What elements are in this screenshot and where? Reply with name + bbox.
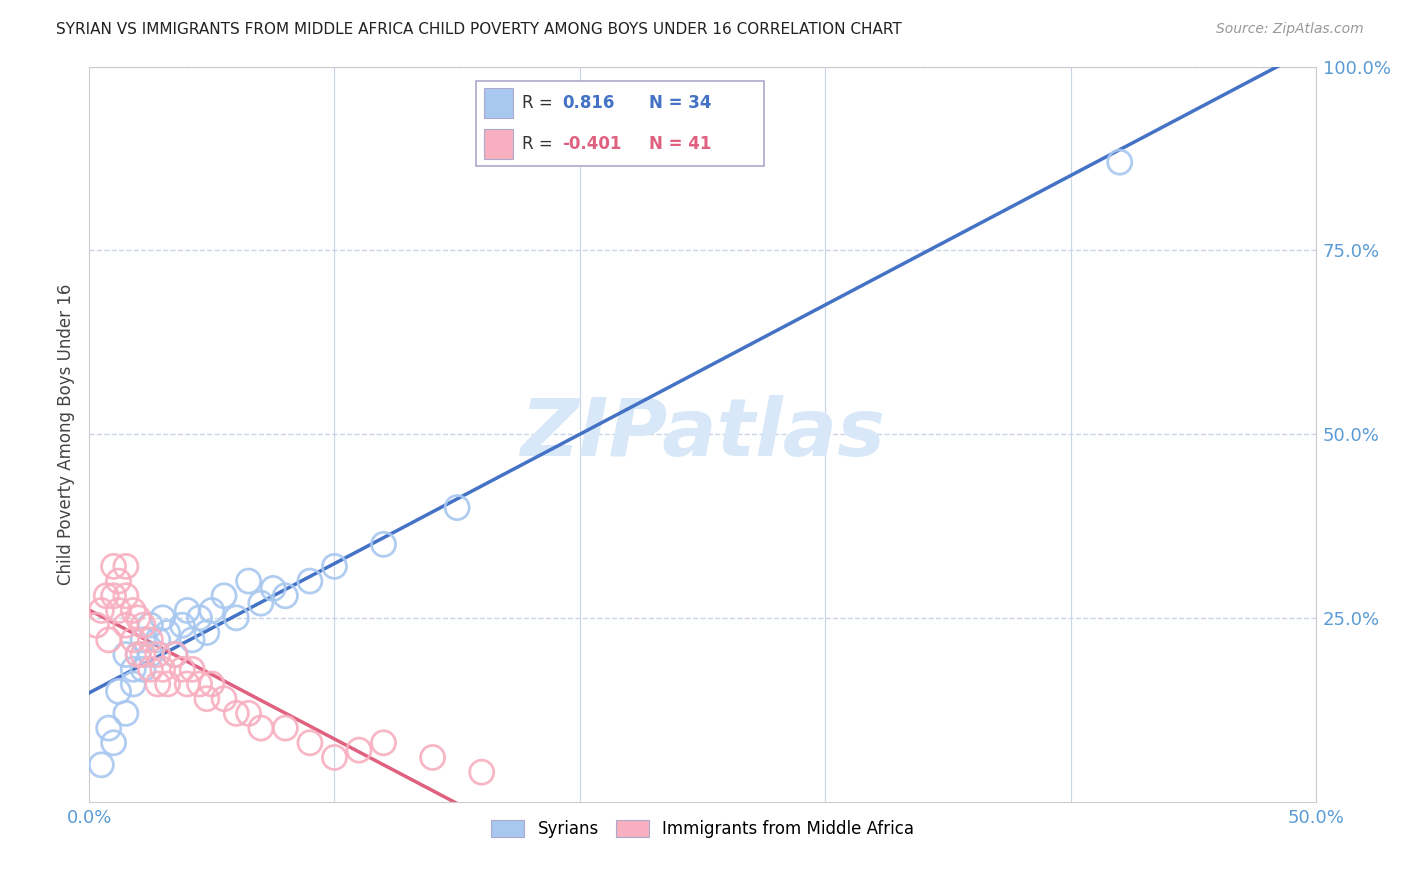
Point: [90, 757, 112, 772]
Point: [97, 721, 120, 735]
Point: [163, 648, 186, 662]
Point: [103, 559, 125, 574]
Point: [152, 662, 174, 676]
Point: [115, 589, 138, 603]
Point: [163, 648, 186, 662]
Point: [471, 765, 494, 780]
Point: [127, 648, 149, 662]
Point: [122, 603, 145, 617]
Point: [139, 618, 162, 632]
Point: [181, 632, 204, 647]
Point: [422, 750, 444, 764]
Point: [212, 589, 235, 603]
Legend: Syrians, Immigrants from Middle Africa: Syrians, Immigrants from Middle Africa: [484, 814, 921, 845]
Text: Source: ZipAtlas.com: Source: ZipAtlas.com: [1216, 22, 1364, 37]
Point: [156, 625, 179, 640]
Point: [86, 618, 108, 632]
Point: [274, 721, 297, 735]
Point: [146, 648, 169, 662]
Point: [139, 662, 162, 676]
Point: [127, 648, 149, 662]
Point: [146, 632, 169, 647]
Point: [107, 574, 129, 588]
Point: [176, 677, 198, 691]
Point: [1108, 155, 1130, 169]
Point: [127, 611, 149, 625]
Point: [132, 648, 155, 662]
Point: [115, 648, 138, 662]
Point: [238, 706, 260, 721]
Point: [323, 750, 346, 764]
Point: [195, 691, 218, 706]
Point: [146, 677, 169, 691]
Point: [298, 736, 321, 750]
Point: [195, 625, 218, 640]
Point: [122, 677, 145, 691]
Point: [188, 611, 211, 625]
Point: [107, 603, 129, 617]
Point: [139, 632, 162, 647]
Point: [225, 611, 247, 625]
Y-axis label: Child Poverty Among Boys Under 16: Child Poverty Among Boys Under 16: [58, 284, 75, 585]
Point: [132, 618, 155, 632]
Point: [225, 706, 247, 721]
Point: [103, 736, 125, 750]
Point: [139, 648, 162, 662]
Point: [262, 582, 284, 596]
Text: SYRIAN VS IMMIGRANTS FROM MIDDLE AFRICA CHILD POVERTY AMONG BOYS UNDER 16 CORREL: SYRIAN VS IMMIGRANTS FROM MIDDLE AFRICA …: [56, 22, 903, 37]
Point: [238, 574, 260, 588]
Point: [172, 618, 194, 632]
Point: [373, 537, 395, 551]
Point: [103, 589, 125, 603]
Text: ZIPatlas: ZIPatlas: [520, 395, 884, 473]
Point: [250, 596, 273, 610]
Point: [107, 684, 129, 698]
Point: [250, 721, 273, 735]
Point: [115, 618, 138, 632]
Point: [323, 559, 346, 574]
Point: [122, 662, 145, 676]
Point: [274, 589, 297, 603]
Point: [446, 500, 468, 515]
Point: [347, 743, 370, 757]
Point: [176, 603, 198, 617]
Point: [132, 662, 155, 676]
Point: [212, 691, 235, 706]
Point: [90, 603, 112, 617]
Point: [152, 611, 174, 625]
Point: [172, 662, 194, 676]
Point: [115, 559, 138, 574]
Point: [181, 662, 204, 676]
Point: [201, 603, 224, 617]
Point: [115, 706, 138, 721]
Point: [298, 574, 321, 588]
Point: [201, 677, 224, 691]
Point: [97, 632, 120, 647]
Point: [156, 677, 179, 691]
Point: [132, 632, 155, 647]
Point: [188, 677, 211, 691]
Point: [373, 736, 395, 750]
Point: [122, 632, 145, 647]
Point: [96, 589, 118, 603]
